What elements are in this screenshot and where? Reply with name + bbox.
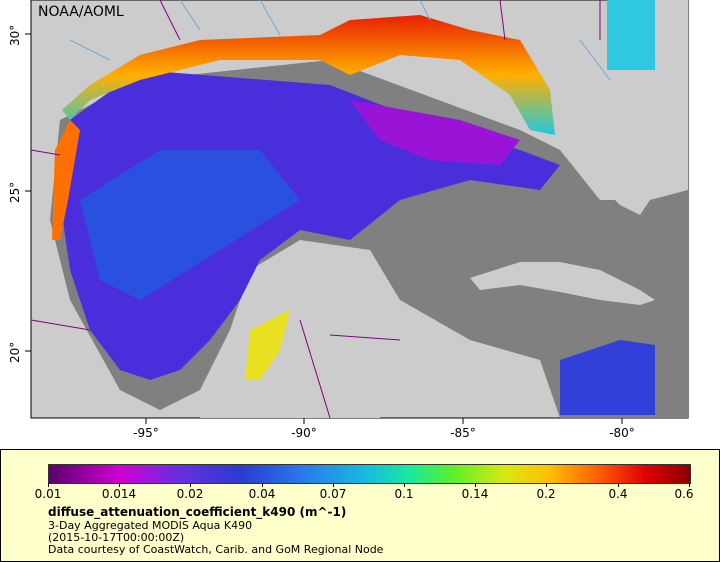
florida-land	[540, 110, 650, 215]
west-coast-band	[52, 120, 80, 240]
colorbar-label: 0.14	[461, 487, 489, 501]
northern-shelf	[62, 15, 555, 135]
state-borders	[30, 0, 601, 419]
credit-line: Data courtesy of CoastWatch, Carib. and …	[48, 543, 384, 556]
lon-label: -80°	[609, 426, 635, 440]
colorbar-label: 0.02	[176, 487, 204, 501]
lon-label: -90°	[291, 426, 317, 440]
time-stamp: (2015-10-17T00:00:00Z)	[48, 531, 185, 544]
variable-name: diffuse_attenuation_coefficient_k490 (m^…	[48, 505, 347, 519]
lon-label: -85°	[450, 426, 476, 440]
caribbean-data	[560, 340, 655, 415]
lat-label: 30°	[8, 24, 22, 46]
lat-label: 20°	[8, 341, 22, 363]
cuba-land	[470, 262, 655, 305]
gulf-magenta-patch	[350, 100, 520, 165]
colorbar-label: 0.07	[319, 487, 347, 501]
yucatan-land	[200, 290, 400, 418]
lon-ticks	[145, 418, 623, 424]
map-panel: NOAA/AOML -95° -90° -85° -80° 30° 25° 20…	[8, 0, 689, 440]
colorbar-label: 0.1	[394, 487, 414, 501]
lat-ticks	[25, 33, 31, 352]
k490-map	[25, 0, 689, 424]
lon-label: -95°	[133, 426, 159, 440]
legend-panel: 0.01 0.014 0.02 0.04 0.07 0.1 0.14 0.2 0…	[0, 449, 720, 562]
campeche-band	[245, 310, 290, 380]
lat-label: 25°	[8, 181, 22, 203]
rivers	[69, 0, 611, 81]
colorbar-label: 0.4	[608, 487, 628, 501]
colorbar-label: 0.01	[34, 487, 62, 501]
product-name: 3-Day Aggregated MODIS Aqua K490	[48, 519, 253, 532]
watermark: NOAA/AOML	[38, 4, 124, 20]
colorbar-label: 0.014	[101, 487, 137, 501]
colorbar-label: 0.04	[248, 487, 276, 501]
colorbar-label: 0.2	[536, 487, 556, 501]
gulf-blue-patch	[80, 150, 300, 300]
atlantic-strip	[607, 0, 657, 70]
colorbar-label: 0.6	[674, 487, 694, 501]
colorbar	[48, 464, 691, 484]
